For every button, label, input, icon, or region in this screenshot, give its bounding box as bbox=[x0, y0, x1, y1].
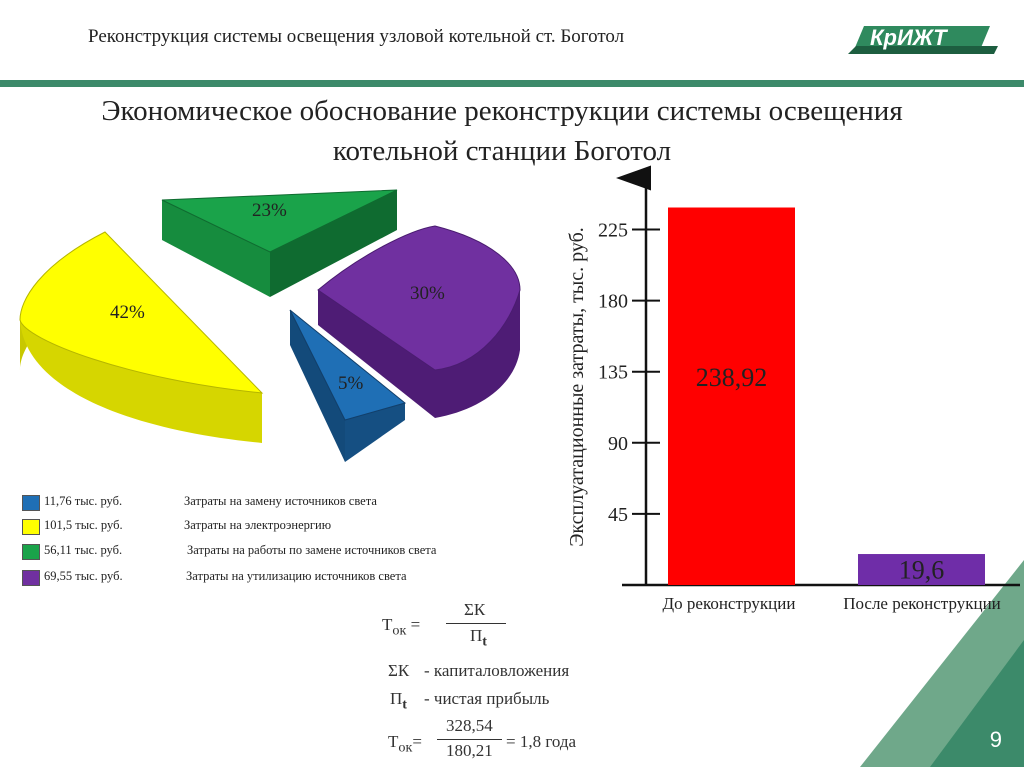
calc-lhs: Ток= bbox=[388, 732, 422, 756]
legend-value: 69,55 тыс. руб. bbox=[44, 569, 123, 583]
y-axis-title: Эксплуатационные затраты, тыс. руб. bbox=[566, 227, 588, 547]
krizht-logo: КрИЖТ bbox=[836, 20, 1000, 61]
header-title: Реконструкция системы освещения узловой … bbox=[88, 26, 625, 47]
bar-value-label: 19,6 bbox=[899, 556, 945, 585]
x-category-label: До реконструкции bbox=[663, 594, 796, 613]
legend-label: Затраты на замену источников света bbox=[184, 494, 377, 508]
def-k-symbol: ΣК bbox=[388, 661, 410, 680]
x-category-label: После реконструкции bbox=[843, 594, 1001, 613]
formula-t-sub: ок bbox=[392, 622, 407, 639]
legend-swatch-blue bbox=[22, 495, 40, 511]
formula-payback: Ток = bbox=[382, 615, 420, 639]
bar-2 bbox=[858, 554, 985, 585]
slide-title-line2: котельной станции Боготол bbox=[332, 135, 672, 167]
y-ticks: 45 90 135 180 225 bbox=[598, 220, 660, 526]
calc-numerator: 328,54 bbox=[446, 716, 493, 735]
pie-slice-blue bbox=[289, 309, 407, 462]
def-p-symbol: Пt bbox=[390, 689, 407, 713]
formula-equals: = bbox=[410, 615, 421, 634]
bar-1 bbox=[668, 207, 795, 585]
pie-slice-purple bbox=[317, 225, 521, 418]
bars: 238,92 19,6 bbox=[668, 207, 985, 585]
y-tick-label: 180 bbox=[598, 291, 628, 313]
def-p-sub: t bbox=[402, 696, 407, 713]
legend-swatch-green bbox=[22, 544, 40, 560]
fraction-line bbox=[446, 623, 506, 624]
legend-label: Затраты на работы по замене источников с… bbox=[187, 543, 437, 557]
formula-p-sub: t bbox=[482, 633, 487, 650]
calc-equals: = bbox=[412, 732, 422, 751]
formula-numerator: ΣК bbox=[464, 600, 486, 619]
slide-title: Экономическое обоснование реконструкции … bbox=[0, 91, 1004, 171]
legend-value: 56,11 тыс. руб. bbox=[44, 543, 123, 557]
logo-text: КрИЖТ bbox=[870, 25, 948, 50]
legend-value: 101,5 тыс. руб. bbox=[44, 518, 123, 532]
slide-title-line1: Экономическое обоснование реконструкции … bbox=[101, 95, 903, 127]
y-tick-label: 225 bbox=[598, 220, 628, 242]
calc-t: Т bbox=[388, 732, 399, 751]
formula-denominator: Пt bbox=[470, 626, 487, 650]
def-p-text: - чистая прибыль bbox=[424, 689, 550, 708]
y-tick-label: 90 bbox=[608, 433, 628, 455]
legend-label: Затраты на электроэнергию bbox=[184, 518, 332, 532]
formula-p: П bbox=[470, 626, 483, 645]
pie-slice-green bbox=[161, 189, 398, 297]
pie-label-42: 42% bbox=[110, 302, 145, 323]
pie-slice-yellow bbox=[19, 231, 264, 443]
legend-swatch-yellow bbox=[22, 519, 40, 535]
def-p: П bbox=[390, 689, 403, 708]
pie-label-5: 5% bbox=[338, 373, 364, 394]
page-number: 9 bbox=[989, 727, 1002, 752]
calc-result: = 1,8 года bbox=[506, 732, 577, 751]
y-tick-label: 135 bbox=[598, 362, 628, 384]
calc-fraction-line bbox=[437, 739, 502, 740]
y-tick-label: 45 bbox=[608, 504, 628, 526]
decor-triangle-dark bbox=[930, 640, 1024, 767]
calc-t-sub: ок bbox=[398, 739, 413, 756]
bar-value-label: 238,92 bbox=[696, 363, 768, 392]
calc-denominator: 180,21 bbox=[446, 741, 493, 760]
pie-label-30: 30% bbox=[410, 283, 445, 304]
formula-t: Т bbox=[382, 615, 393, 634]
header-divider bbox=[0, 80, 1024, 87]
def-k-text: - капиталовложения bbox=[424, 661, 570, 680]
legend-value: 11,76 тыс. руб. bbox=[44, 494, 123, 508]
pie-label-23: 23% bbox=[252, 200, 287, 221]
legend-swatch-purple bbox=[22, 570, 40, 586]
legend-label: Затраты на утилизацию источников света bbox=[186, 569, 407, 583]
